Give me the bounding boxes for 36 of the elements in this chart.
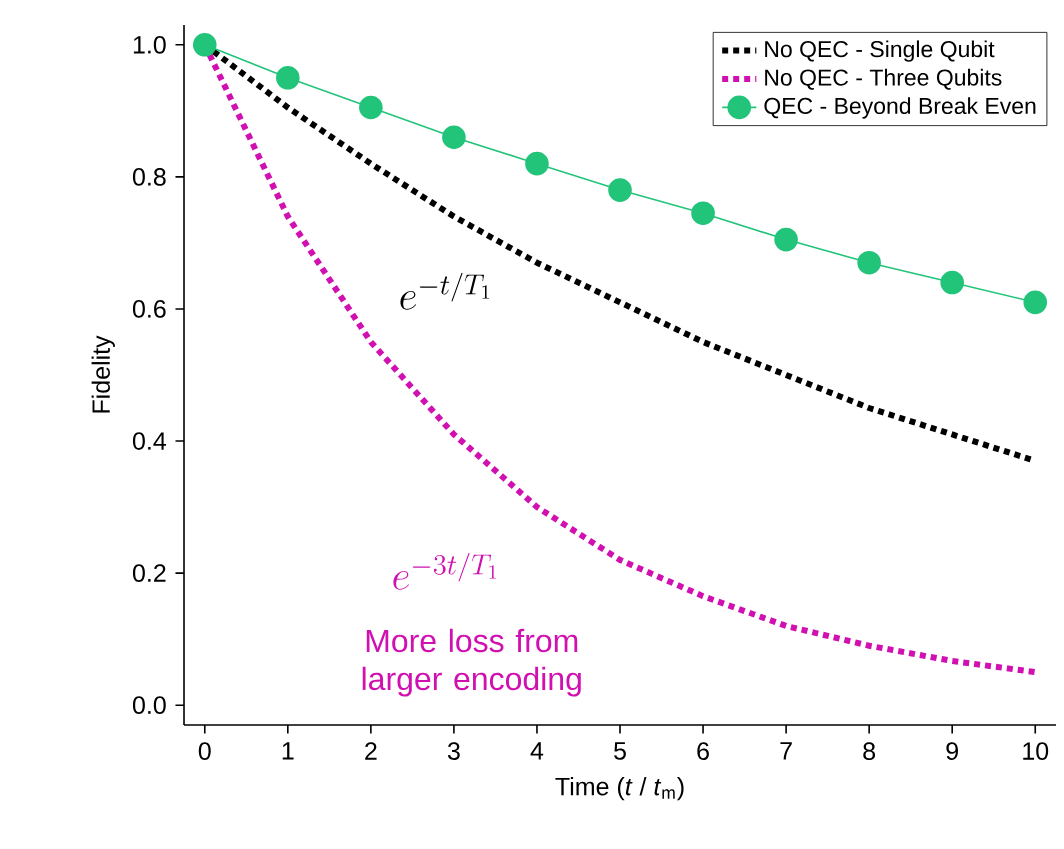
y-axis-title: Fidelity [91,335,115,413]
x-axis-title: Time (t / t$_{m}$) [555,777,684,801]
x-tick-label: 10 [1023,742,1049,760]
x-tick-label: 7 [780,742,792,760]
y-tick-label: 0.0 [132,696,166,715]
point [276,66,300,90]
x-tick-label: 1 [282,742,294,760]
x-tick-label: 9 [946,742,958,760]
x-tick-label: 3 [447,742,460,760]
annotation: $e^{-3t/T_1}$ [393,552,497,590]
y-tick-label: 0.4 [132,432,167,450]
point [774,227,798,252]
y-tick-label: 0.6 [132,300,166,318]
legend-label: No QEC - Three Qubits [765,68,1002,90]
point [608,178,632,202]
x-tick-label: 4 [530,742,544,760]
point [442,125,466,150]
y-tick-label: 0.8 [132,168,166,186]
legend-label: No QEC - Single Qubit [765,40,995,62]
point [525,151,549,176]
annotation: $e^{-t/T_1}$ [400,272,489,310]
annotation: More loss from larger encoding [362,628,581,697]
point [359,95,383,120]
x-tick-label: 6 [697,742,709,760]
y-tick-label: 1.0 [133,35,166,54]
point [691,201,715,225]
x-tick-label: 8 [863,742,876,760]
legend-label: QEC - Beyond Break Even [764,97,1036,119]
x-tick-label: 5 [614,742,626,760]
point [857,250,881,275]
point [940,270,964,295]
y-tick-label: 0.2 [132,564,166,582]
point [192,32,217,57]
point [1023,290,1048,315]
x-tick-label: 0 [198,742,211,760]
x-tick-label: 2 [365,742,377,760]
